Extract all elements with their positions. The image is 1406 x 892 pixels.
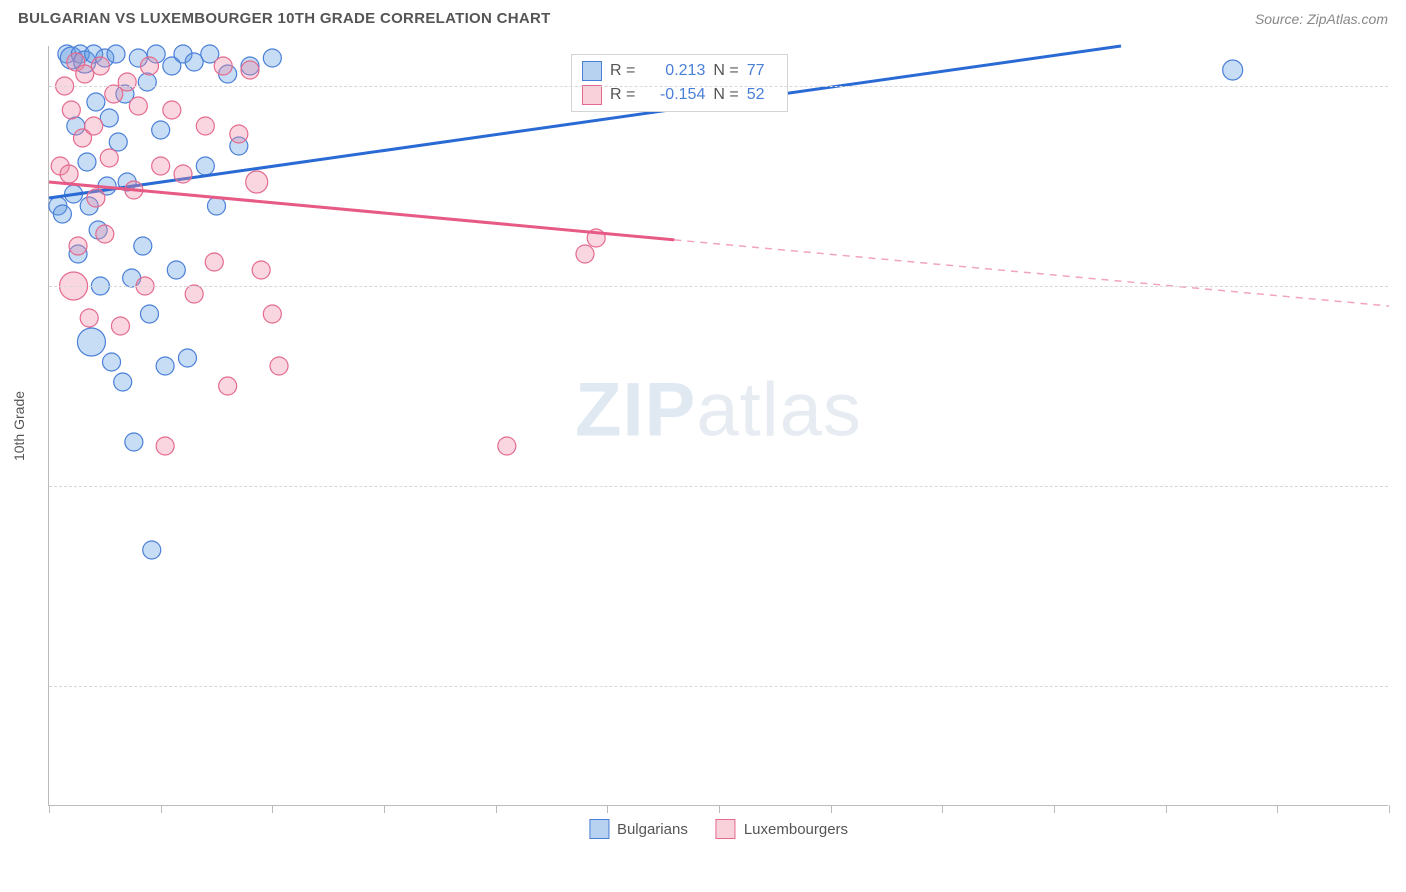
data-point: [125, 433, 143, 451]
x-tick: [496, 805, 497, 813]
x-tick: [272, 805, 273, 813]
chart-title: BULGARIAN VS LUXEMBOURGER 10TH GRADE COR…: [18, 10, 551, 27]
r-label: R =: [610, 86, 635, 104]
data-point: [141, 305, 159, 323]
gridline: [49, 286, 1388, 287]
swatch-blue-icon: [589, 819, 609, 839]
data-point: [152, 157, 170, 175]
data-point: [80, 309, 98, 327]
data-point: [167, 261, 185, 279]
plot-svg: [49, 46, 1388, 805]
n-label: N =: [713, 86, 738, 104]
x-tick: [384, 805, 385, 813]
correlation-legend: R = 0.213 N = 77 R = -0.154 N = 52: [571, 54, 788, 112]
x-tick: [719, 805, 720, 813]
x-tick: [1166, 805, 1167, 813]
r-value-luxembourgers: -0.154: [643, 86, 705, 104]
data-point: [78, 153, 96, 171]
x-tick: [1277, 805, 1278, 813]
data-point: [214, 57, 232, 75]
data-point: [103, 353, 121, 371]
data-point: [230, 125, 248, 143]
swatch-pink-icon: [716, 819, 736, 839]
data-point: [252, 261, 270, 279]
data-point: [178, 349, 196, 367]
data-point: [1223, 60, 1243, 80]
gridline: [49, 686, 1388, 687]
chart-plot-area: 10th Grade ZIPatlas R = 0.213 N = 77 R =…: [48, 46, 1388, 806]
r-label: R =: [610, 62, 635, 80]
r-value-bulgarians: 0.213: [643, 62, 705, 80]
data-point: [100, 149, 118, 167]
data-point: [143, 541, 161, 559]
data-point: [196, 157, 214, 175]
gridline: [49, 86, 1388, 87]
data-point: [111, 317, 129, 335]
n-value-bulgarians: 77: [747, 62, 777, 80]
data-point: [134, 237, 152, 255]
data-point: [62, 101, 80, 119]
x-tick: [831, 805, 832, 813]
legend-label-luxembourgers: Luxembourgers: [744, 821, 848, 838]
data-point: [109, 133, 127, 151]
legend-item-luxembourgers: Luxembourgers: [716, 819, 848, 839]
data-point: [87, 189, 105, 207]
x-tick: [49, 805, 50, 813]
n-value-luxembourgers: 52: [747, 86, 777, 104]
data-point: [196, 117, 214, 135]
data-point: [77, 328, 105, 356]
data-point: [152, 121, 170, 139]
x-tick: [607, 805, 608, 813]
data-point: [96, 225, 114, 243]
data-point: [263, 305, 281, 323]
data-point: [156, 357, 174, 375]
data-point: [208, 197, 226, 215]
data-point: [87, 93, 105, 111]
data-point: [246, 171, 268, 193]
x-tick: [1389, 805, 1390, 813]
y-axis-label: 10th Grade: [11, 390, 27, 460]
data-point: [219, 377, 237, 395]
swatch-pink-icon: [582, 85, 602, 105]
data-point: [241, 61, 259, 79]
data-point: [114, 373, 132, 391]
n-label: N =: [713, 62, 738, 80]
data-point: [263, 49, 281, 67]
data-point: [53, 205, 71, 223]
x-tick: [942, 805, 943, 813]
data-point: [163, 101, 181, 119]
data-point: [91, 57, 109, 75]
swatch-blue-icon: [582, 61, 602, 81]
gridline: [49, 486, 1388, 487]
title-bar: BULGARIAN VS LUXEMBOURGER 10TH GRADE COR…: [0, 0, 1406, 33]
data-point: [185, 285, 203, 303]
series-legend: Bulgarians Luxembourgers: [589, 819, 848, 839]
legend-item-bulgarians: Bulgarians: [589, 819, 688, 839]
data-point: [118, 73, 136, 91]
data-point: [141, 57, 159, 75]
regression-line-dashed: [674, 240, 1389, 306]
data-point: [205, 253, 223, 271]
data-point: [270, 357, 288, 375]
data-point: [69, 237, 87, 255]
x-tick: [161, 805, 162, 813]
data-point: [129, 97, 147, 115]
data-point: [174, 165, 192, 183]
x-tick: [1054, 805, 1055, 813]
data-point: [60, 165, 78, 183]
data-point: [156, 437, 174, 455]
legend-row-bulgarians: R = 0.213 N = 77: [582, 59, 777, 83]
source-label: Source: ZipAtlas.com: [1255, 11, 1388, 27]
legend-label-bulgarians: Bulgarians: [617, 821, 688, 838]
data-point: [576, 245, 594, 263]
data-point: [107, 45, 125, 63]
data-point: [85, 117, 103, 135]
regression-line: [49, 182, 674, 240]
data-point: [498, 437, 516, 455]
data-point: [138, 73, 156, 91]
